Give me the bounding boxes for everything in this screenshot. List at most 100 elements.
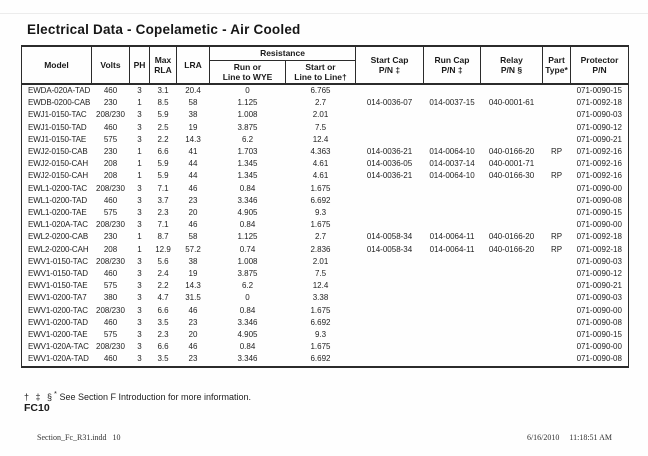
cell-start_resistance: 7.5 xyxy=(314,269,327,279)
cell-lra: 19 xyxy=(188,269,198,279)
col-header-start-cap: Start Cap P/N ‡ xyxy=(355,45,425,85)
cell-ph: 3 xyxy=(137,281,142,291)
cell-relay_pn xyxy=(481,268,543,280)
cell-lra: 20 xyxy=(188,330,198,340)
cell-start_cap_pn xyxy=(356,219,424,231)
cell-run_resistance: 1.345 xyxy=(237,171,258,181)
cell-part_type xyxy=(543,256,571,268)
cell-run_resistance: 6.2 xyxy=(241,281,254,291)
cell-model: EWV1-0200-TAC xyxy=(28,305,88,315)
cell-run_cap_pn xyxy=(424,329,481,341)
cell-volts: 208 xyxy=(103,159,118,169)
cell-start_resistance: 2.01 xyxy=(312,110,329,120)
cell-ph: 3 xyxy=(137,354,142,364)
cell-model: EWL2-0200-CAB xyxy=(28,232,89,242)
col-header-protector: Protector P/N xyxy=(570,45,630,85)
cell-start_cap_pn: 014-0058-34 xyxy=(366,232,413,242)
cell-ph: 3 xyxy=(137,293,142,303)
cell-relay_pn xyxy=(481,109,543,121)
cell-lra: 14.3 xyxy=(185,281,201,291)
cell-part_type xyxy=(543,353,571,366)
cell-model: EWL1-020A-TAC xyxy=(28,220,88,230)
cell-start_resistance: 6.692 xyxy=(310,354,331,364)
cell-volts: 460 xyxy=(103,317,118,327)
print-footer-timestamp: 6/16/2010 11:18:51 AM xyxy=(527,433,612,442)
table-row: EWV1-0200-TAC 208/230 3 6.6 46 0.84 1.675 071-0… xyxy=(22,305,629,317)
cell-protector_pn: 071-0090-15 xyxy=(576,208,622,218)
cell-max_rla: 6.6 xyxy=(157,147,169,157)
cell-max_rla: 8.5 xyxy=(157,98,169,108)
cell-protector_pn: 071-0090-21 xyxy=(576,134,622,144)
cell-start_cap_pn xyxy=(356,341,424,353)
cell-run_cap_pn xyxy=(424,207,481,219)
cell-max_rla: 2.3 xyxy=(157,330,169,340)
cell-run_resistance: 4.905 xyxy=(237,330,258,340)
col-header-start-resistance: Start or Line to Line† xyxy=(284,59,357,85)
cell-run_cap_pn xyxy=(424,134,481,146)
cell-lra: 46 xyxy=(188,220,198,230)
cell-relay_pn xyxy=(481,207,543,219)
cell-relay_pn xyxy=(481,84,543,97)
cell-lra: 23 xyxy=(188,317,198,327)
cell-lra: 20.4 xyxy=(185,86,201,95)
cell-relay_pn xyxy=(481,122,543,134)
cell-part_type xyxy=(543,305,571,317)
cell-run_resistance: 0 xyxy=(245,86,250,95)
cell-volts: 460 xyxy=(103,122,118,132)
cell-ph: 3 xyxy=(137,220,142,230)
cell-part_type xyxy=(543,268,571,280)
cell-volts: 208/230 xyxy=(96,342,125,352)
cell-model: EWV1-0200-TAE xyxy=(28,330,88,340)
cell-start_cap_pn xyxy=(356,134,424,146)
cell-protector_pn: 071-0092-18 xyxy=(576,232,622,242)
cell-run_cap_pn: 014-0064-10 xyxy=(429,147,475,157)
cell-protector_pn: 071-0090-08 xyxy=(576,195,622,205)
cell-max_rla: 2.4 xyxy=(157,269,169,279)
cell-protector_pn: 071-0092-16 xyxy=(576,159,622,169)
cell-relay_pn: 040-0001-71 xyxy=(488,159,535,169)
cell-run_resistance: 3.346 xyxy=(237,195,258,205)
cell-start_cap_pn xyxy=(356,195,424,207)
cell-lra: 19 xyxy=(188,122,198,132)
cell-start_cap_pn: 014-0036-21 xyxy=(366,147,413,157)
cell-lra: 58 xyxy=(188,98,198,108)
cell-model: EWL1-0200-TAC xyxy=(28,183,88,193)
table-row: EWV1-0200-TAE 575 3 2.3 20 4.905 9.3 071-0090-1… xyxy=(22,329,629,341)
cell-relay_pn xyxy=(481,305,543,317)
table-row: EWV1-020A-TAC 208/230 3 6.6 46 0.84 1.675 071-0… xyxy=(22,341,629,353)
cell-max_rla: 2.2 xyxy=(157,134,169,144)
cell-part_type xyxy=(543,122,571,134)
cell-ph: 3 xyxy=(137,330,142,340)
cell-model: EWDA-020A-TAD xyxy=(28,86,91,95)
cell-run_resistance: 1.008 xyxy=(237,256,258,266)
cell-run_cap_pn xyxy=(424,292,481,304)
cell-relay_pn: 040-0001-61 xyxy=(488,98,535,108)
cell-protector_pn: 071-0090-08 xyxy=(576,354,622,364)
cell-part_type xyxy=(543,219,571,231)
cell-lra: 41 xyxy=(188,147,198,157)
cell-start_cap_pn xyxy=(356,353,424,366)
cell-start_resistance: 7.5 xyxy=(314,122,327,132)
cell-protector_pn: 071-0090-03 xyxy=(576,256,622,266)
cell-run_resistance: 1.008 xyxy=(237,110,258,120)
cell-volts: 575 xyxy=(103,281,118,291)
page-title: Electrical Data - Copelametic - Air Cool… xyxy=(27,22,301,37)
table-row: EWV1-0150-TAD 460 3 2.4 19 3.875 7.5 071-0090-1… xyxy=(22,268,629,280)
cell-volts: 575 xyxy=(103,134,118,144)
cell-run_cap_pn: 014-0064-11 xyxy=(429,232,475,242)
cell-volts: 380 xyxy=(103,293,118,303)
cell-part_type xyxy=(543,329,571,341)
table-row: EWL1-0200-TAC 208/230 3 7.1 46 0.84 1.675 071-0… xyxy=(22,183,629,195)
cell-lra: 57.2 xyxy=(185,244,201,254)
cell-max_rla: 7.1 xyxy=(157,183,169,193)
col-header-volts: Volts xyxy=(91,45,130,85)
cell-max_rla: 2.5 xyxy=(157,122,169,132)
cell-model: EWL1-0200-TAD xyxy=(28,195,88,205)
cell-lra: 14.3 xyxy=(185,134,201,144)
cell-protector_pn: 071-0092-18 xyxy=(576,98,622,108)
cell-volts: 208/230 xyxy=(96,110,125,120)
cell-start_cap_pn xyxy=(356,109,424,121)
footnote-symbols: † ‡ § xyxy=(24,392,55,402)
cell-run_cap_pn xyxy=(424,84,481,97)
cell-relay_pn xyxy=(481,292,543,304)
